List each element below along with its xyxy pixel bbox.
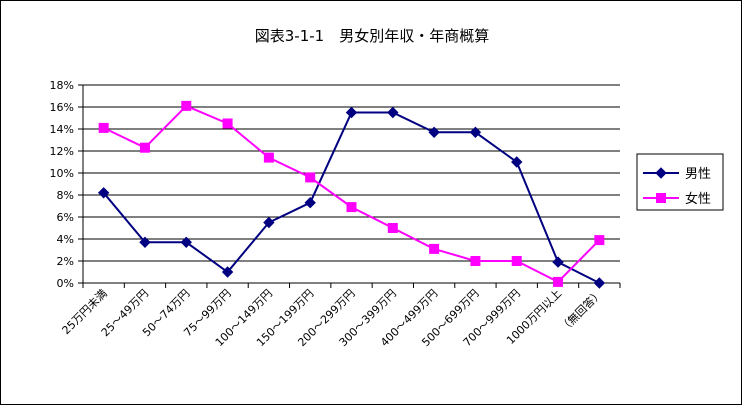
data-point (656, 193, 666, 203)
data-point (387, 223, 398, 233)
data-point (387, 106, 399, 119)
y-tick-label: 4% (57, 233, 74, 246)
data-point (139, 236, 151, 249)
chart-title: 図表3-1-1 男女別年収・年商概算 (255, 27, 489, 45)
data-point (428, 126, 440, 139)
y-tick-label: 18% (50, 79, 74, 92)
data-point (304, 196, 316, 209)
data-point (553, 276, 564, 287)
y-tick-label: 14% (50, 123, 74, 136)
series-女性 (98, 100, 605, 287)
series (97, 100, 606, 289)
data-point (593, 277, 606, 289)
legend-box (636, 153, 724, 211)
data-point (470, 256, 481, 266)
data-point (222, 118, 233, 129)
gridlines (83, 84, 620, 262)
data-point (305, 172, 316, 183)
data-point (97, 187, 110, 199)
data-point (98, 122, 109, 133)
data-point (429, 243, 440, 254)
data-point (139, 142, 150, 153)
data-point (181, 100, 192, 111)
data-point (346, 202, 357, 213)
data-point (594, 235, 605, 246)
data-point (469, 126, 482, 139)
legend-label: 女性 (685, 191, 711, 207)
data-point (511, 156, 523, 168)
axes (78, 84, 621, 288)
y-tick-label: 12% (50, 145, 74, 158)
y-tick-label: 8% (57, 189, 74, 202)
series-line (103, 104, 601, 284)
data-point (263, 152, 274, 163)
x-tick-label: （無回答） (557, 286, 606, 335)
data-point (552, 256, 564, 268)
data-point (263, 216, 275, 229)
y-tick-label: 16% (50, 101, 74, 114)
data-point (180, 236, 192, 249)
series-line (102, 111, 600, 284)
y-tick-label: 2% (57, 255, 74, 268)
series-男性 (97, 106, 606, 289)
data-point (345, 106, 358, 119)
y-tick-label: 0% (57, 277, 74, 290)
y-tick-label: 10% (50, 167, 74, 180)
data-point (655, 167, 667, 179)
data-point (221, 266, 234, 278)
x-tick-labels: 25万円未満25～49万円50～74万円75～99万円100～149万円150～… (60, 286, 606, 349)
y-tick-label: 6% (57, 211, 74, 224)
data-point (511, 256, 522, 266)
legend-label: 男性 (685, 167, 711, 182)
y-tick-labels: 0% 2% 4% 6% 8% 10% 12% 14% 16% 18% (50, 79, 74, 290)
